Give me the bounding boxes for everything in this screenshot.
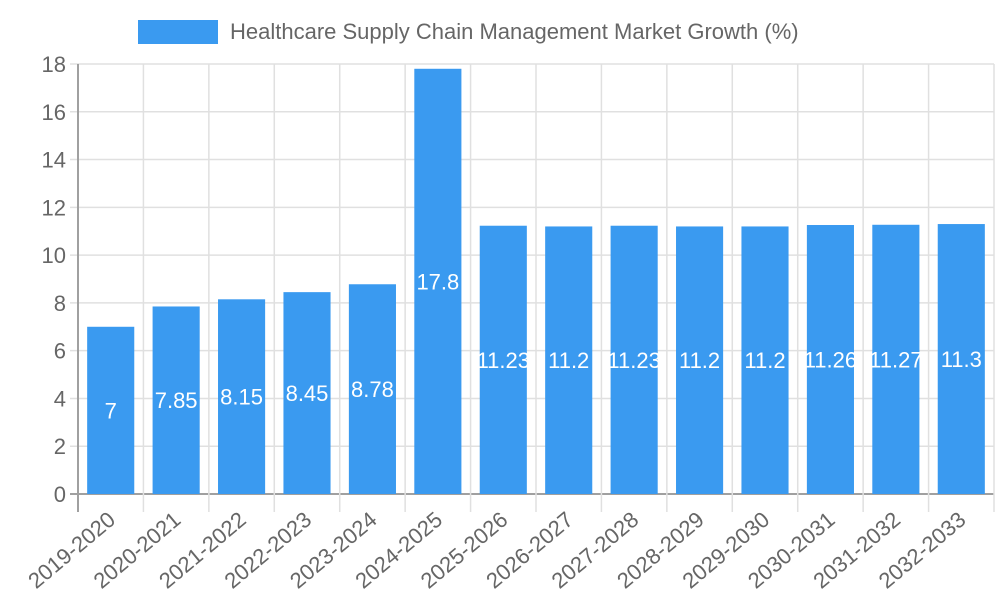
bar-value-label: 11.26: [804, 348, 857, 373]
bar[interactable]: [414, 68, 462, 495]
y-axis: 0 2 4 6 8 10 12 14 16 18: [42, 52, 66, 507]
bar-value-label: 7: [105, 398, 117, 423]
y-tick-label: 16: [42, 100, 66, 125]
bar[interactable]: [872, 224, 920, 494]
y-tick-label: 8: [54, 291, 66, 316]
bar-value-label: 11.27: [869, 347, 922, 372]
bar[interactable]: [218, 299, 266, 494]
bar[interactable]: [545, 226, 593, 494]
bar-value-label: 11.23: [607, 348, 660, 373]
bar[interactable]: [806, 225, 854, 494]
bar-value-label: 11.2: [679, 348, 720, 373]
bar[interactable]: [348, 284, 396, 494]
bar[interactable]: [479, 225, 527, 494]
legend-swatch[interactable]: [138, 20, 218, 44]
bar-value-label: 8.15: [220, 385, 263, 410]
y-tick-label: 18: [42, 52, 66, 77]
bar-value-label: 11.3: [941, 347, 982, 372]
bar-value-label: 11.2: [548, 348, 589, 373]
bar[interactable]: [741, 226, 789, 494]
bar-value-label: 7.85: [155, 388, 198, 413]
bar[interactable]: [283, 292, 331, 494]
bar[interactable]: [676, 226, 724, 494]
bar-value-label: 11.2: [744, 348, 785, 373]
y-tick-label: 4: [54, 386, 66, 411]
legend-label[interactable]: Healthcare Supply Chain Management Marke…: [230, 19, 799, 44]
bar[interactable]: [937, 224, 985, 495]
y-tick-label: 14: [42, 148, 66, 173]
y-tick-label: 10: [42, 243, 66, 268]
bar-value-label: 11.23: [477, 348, 530, 373]
bar[interactable]: [610, 225, 658, 494]
y-tick-label: 2: [54, 434, 66, 459]
y-tick-label: 6: [54, 339, 66, 364]
bar-value-label: 8.78: [351, 377, 394, 402]
bar-value-label: 17.8: [416, 269, 459, 294]
legend[interactable]: Healthcare Supply Chain Management Marke…: [138, 19, 799, 44]
x-axis: 2019-20202020-20212021-20222022-20232023…: [23, 507, 970, 594]
grid-lines: [70, 63, 995, 512]
bar[interactable]: [87, 326, 135, 494]
y-tick-label: 12: [42, 195, 66, 220]
bars: 7 7.85 8.15 8.45 8.78 17.8 11.23 11.2 11.23 11.2 1…: [87, 68, 985, 495]
y-tick-label: 0: [54, 482, 66, 507]
bar-value-label: 8.45: [286, 381, 329, 406]
bar[interactable]: [152, 306, 200, 494]
